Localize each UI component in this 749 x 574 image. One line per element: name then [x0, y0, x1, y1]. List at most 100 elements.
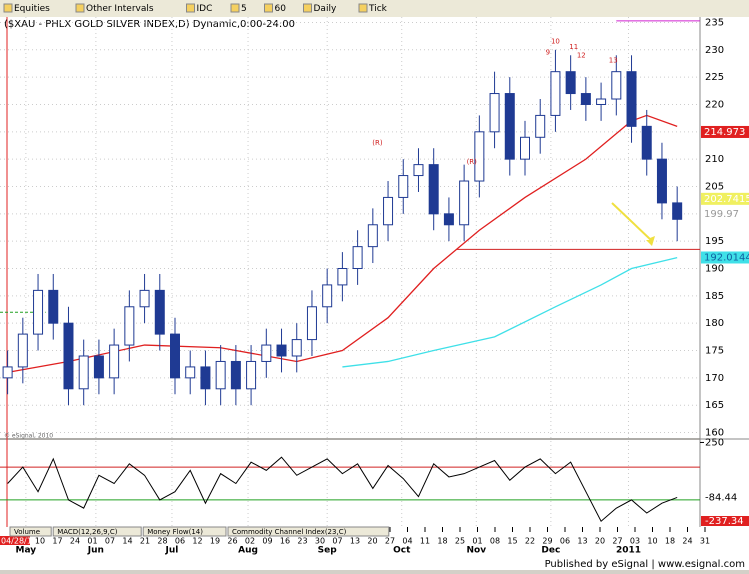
candle-body [2, 366, 13, 379]
month-label: Jun [87, 546, 104, 556]
day-label: 24 [682, 537, 692, 546]
last-value: 192.0144 [704, 252, 749, 263]
candle-body [291, 339, 302, 357]
panel-tab-label: Volume [14, 528, 40, 536]
candle-body [276, 344, 287, 357]
toolbar-icon [303, 3, 312, 13]
candle-body [185, 366, 196, 379]
candle-body [504, 93, 515, 160]
y-tick-label: 205 [705, 181, 724, 192]
candle-body [322, 284, 333, 308]
panel-tab[interactable] [142, 526, 227, 537]
toolbar-item: Equities [14, 4, 50, 14]
day-label: 27 [385, 537, 395, 546]
candle-body [352, 246, 363, 270]
candle-body [383, 196, 394, 226]
day-label: 31 [700, 537, 710, 546]
candle-body [124, 306, 135, 346]
sequence-label: (R) [467, 158, 478, 166]
day-label: 06 [175, 537, 185, 546]
panel-tab-label: Money Flow(14) [147, 528, 203, 536]
last-value-box [701, 125, 749, 138]
candle-body [261, 344, 272, 362]
candle-body [398, 175, 409, 198]
day-label: 10 [647, 537, 657, 546]
arrow [611, 202, 653, 242]
toolbar-icon [3, 3, 13, 13]
day-label: 23 [297, 537, 307, 546]
y-tick-label: 170 [705, 373, 724, 384]
candle-body [154, 289, 165, 335]
cci-low-box [701, 516, 749, 526]
candle-body [656, 158, 667, 204]
cci-line [7, 456, 678, 523]
candle-body [215, 360, 226, 390]
toolbar-item: IDC [197, 4, 213, 14]
day-label: 08 [490, 537, 500, 546]
candle-body [459, 180, 470, 226]
y-tick-label: 160 [705, 428, 724, 439]
day-label: 03 [630, 537, 640, 546]
month-label: Sep [318, 546, 338, 556]
sequence-label: 11 [569, 43, 578, 51]
last-value: 214.973 [704, 127, 745, 138]
sequence-label: (R) [372, 139, 383, 147]
toolbar-icon [75, 3, 85, 13]
month-label: Jul [165, 546, 179, 556]
day-label: 10 [35, 537, 45, 546]
day-label: 21 [140, 537, 150, 546]
candle-body [367, 224, 378, 248]
day-label: 17 [52, 537, 62, 546]
day-label: 29 [542, 537, 552, 546]
day-label: 19 [210, 537, 220, 546]
candle-body [520, 136, 530, 160]
cci-last: -84.44 [705, 492, 737, 503]
day-label: 16 [280, 537, 290, 546]
month-label: Aug [238, 546, 258, 556]
y-tick-label: 250 [705, 437, 724, 448]
y-tick-label: 175 [705, 346, 724, 357]
toolbar-item: Other Intervals [86, 4, 154, 14]
candle-body [109, 344, 120, 379]
day-label: 22 [525, 537, 535, 546]
toolbar-item: Daily [314, 4, 337, 14]
candle-body [230, 360, 241, 390]
candle-body [550, 71, 561, 116]
candle-body [489, 93, 500, 133]
day-label: 04 [402, 537, 412, 546]
toolbar-icon [358, 3, 368, 13]
candle-body [611, 71, 622, 100]
last-value-box [701, 192, 749, 205]
panel-tab[interactable] [227, 526, 390, 537]
candle-body [413, 164, 424, 177]
day-label: 30 [315, 537, 325, 546]
footer: Published by eSignal | www.esignal.com [545, 559, 745, 570]
day-label: 13 [577, 537, 587, 546]
sequence-label: 9 [546, 49, 550, 57]
footer-bar [0, 557, 749, 570]
moving-average [7, 114, 678, 374]
start-date: 04/28/10 [1, 537, 37, 546]
price-panel [0, 17, 700, 438]
month-label: May [16, 546, 37, 556]
panel-tab[interactable] [52, 526, 142, 537]
panel-tab-label: Commodity Channel Index(23,C) [232, 528, 347, 536]
candle-body [306, 306, 317, 341]
panel-tab[interactable] [9, 526, 52, 537]
candle-body [48, 289, 59, 324]
candle-body [596, 98, 607, 105]
candle-body [246, 360, 257, 390]
day-label: 02 [245, 537, 255, 546]
month-label: Nov [467, 546, 487, 556]
day-label: 18 [437, 537, 447, 546]
cci-low: -237.34 [705, 516, 744, 527]
day-label: 20 [367, 537, 377, 546]
day-label: 11 [420, 537, 430, 546]
candle-body [580, 93, 591, 105]
toolbar-item: 5 [241, 4, 247, 14]
day-label: 27 [612, 537, 622, 546]
day-label: 26 [227, 537, 237, 546]
y-tick-label: 210 [705, 154, 724, 165]
day-label: 06 [560, 537, 570, 546]
